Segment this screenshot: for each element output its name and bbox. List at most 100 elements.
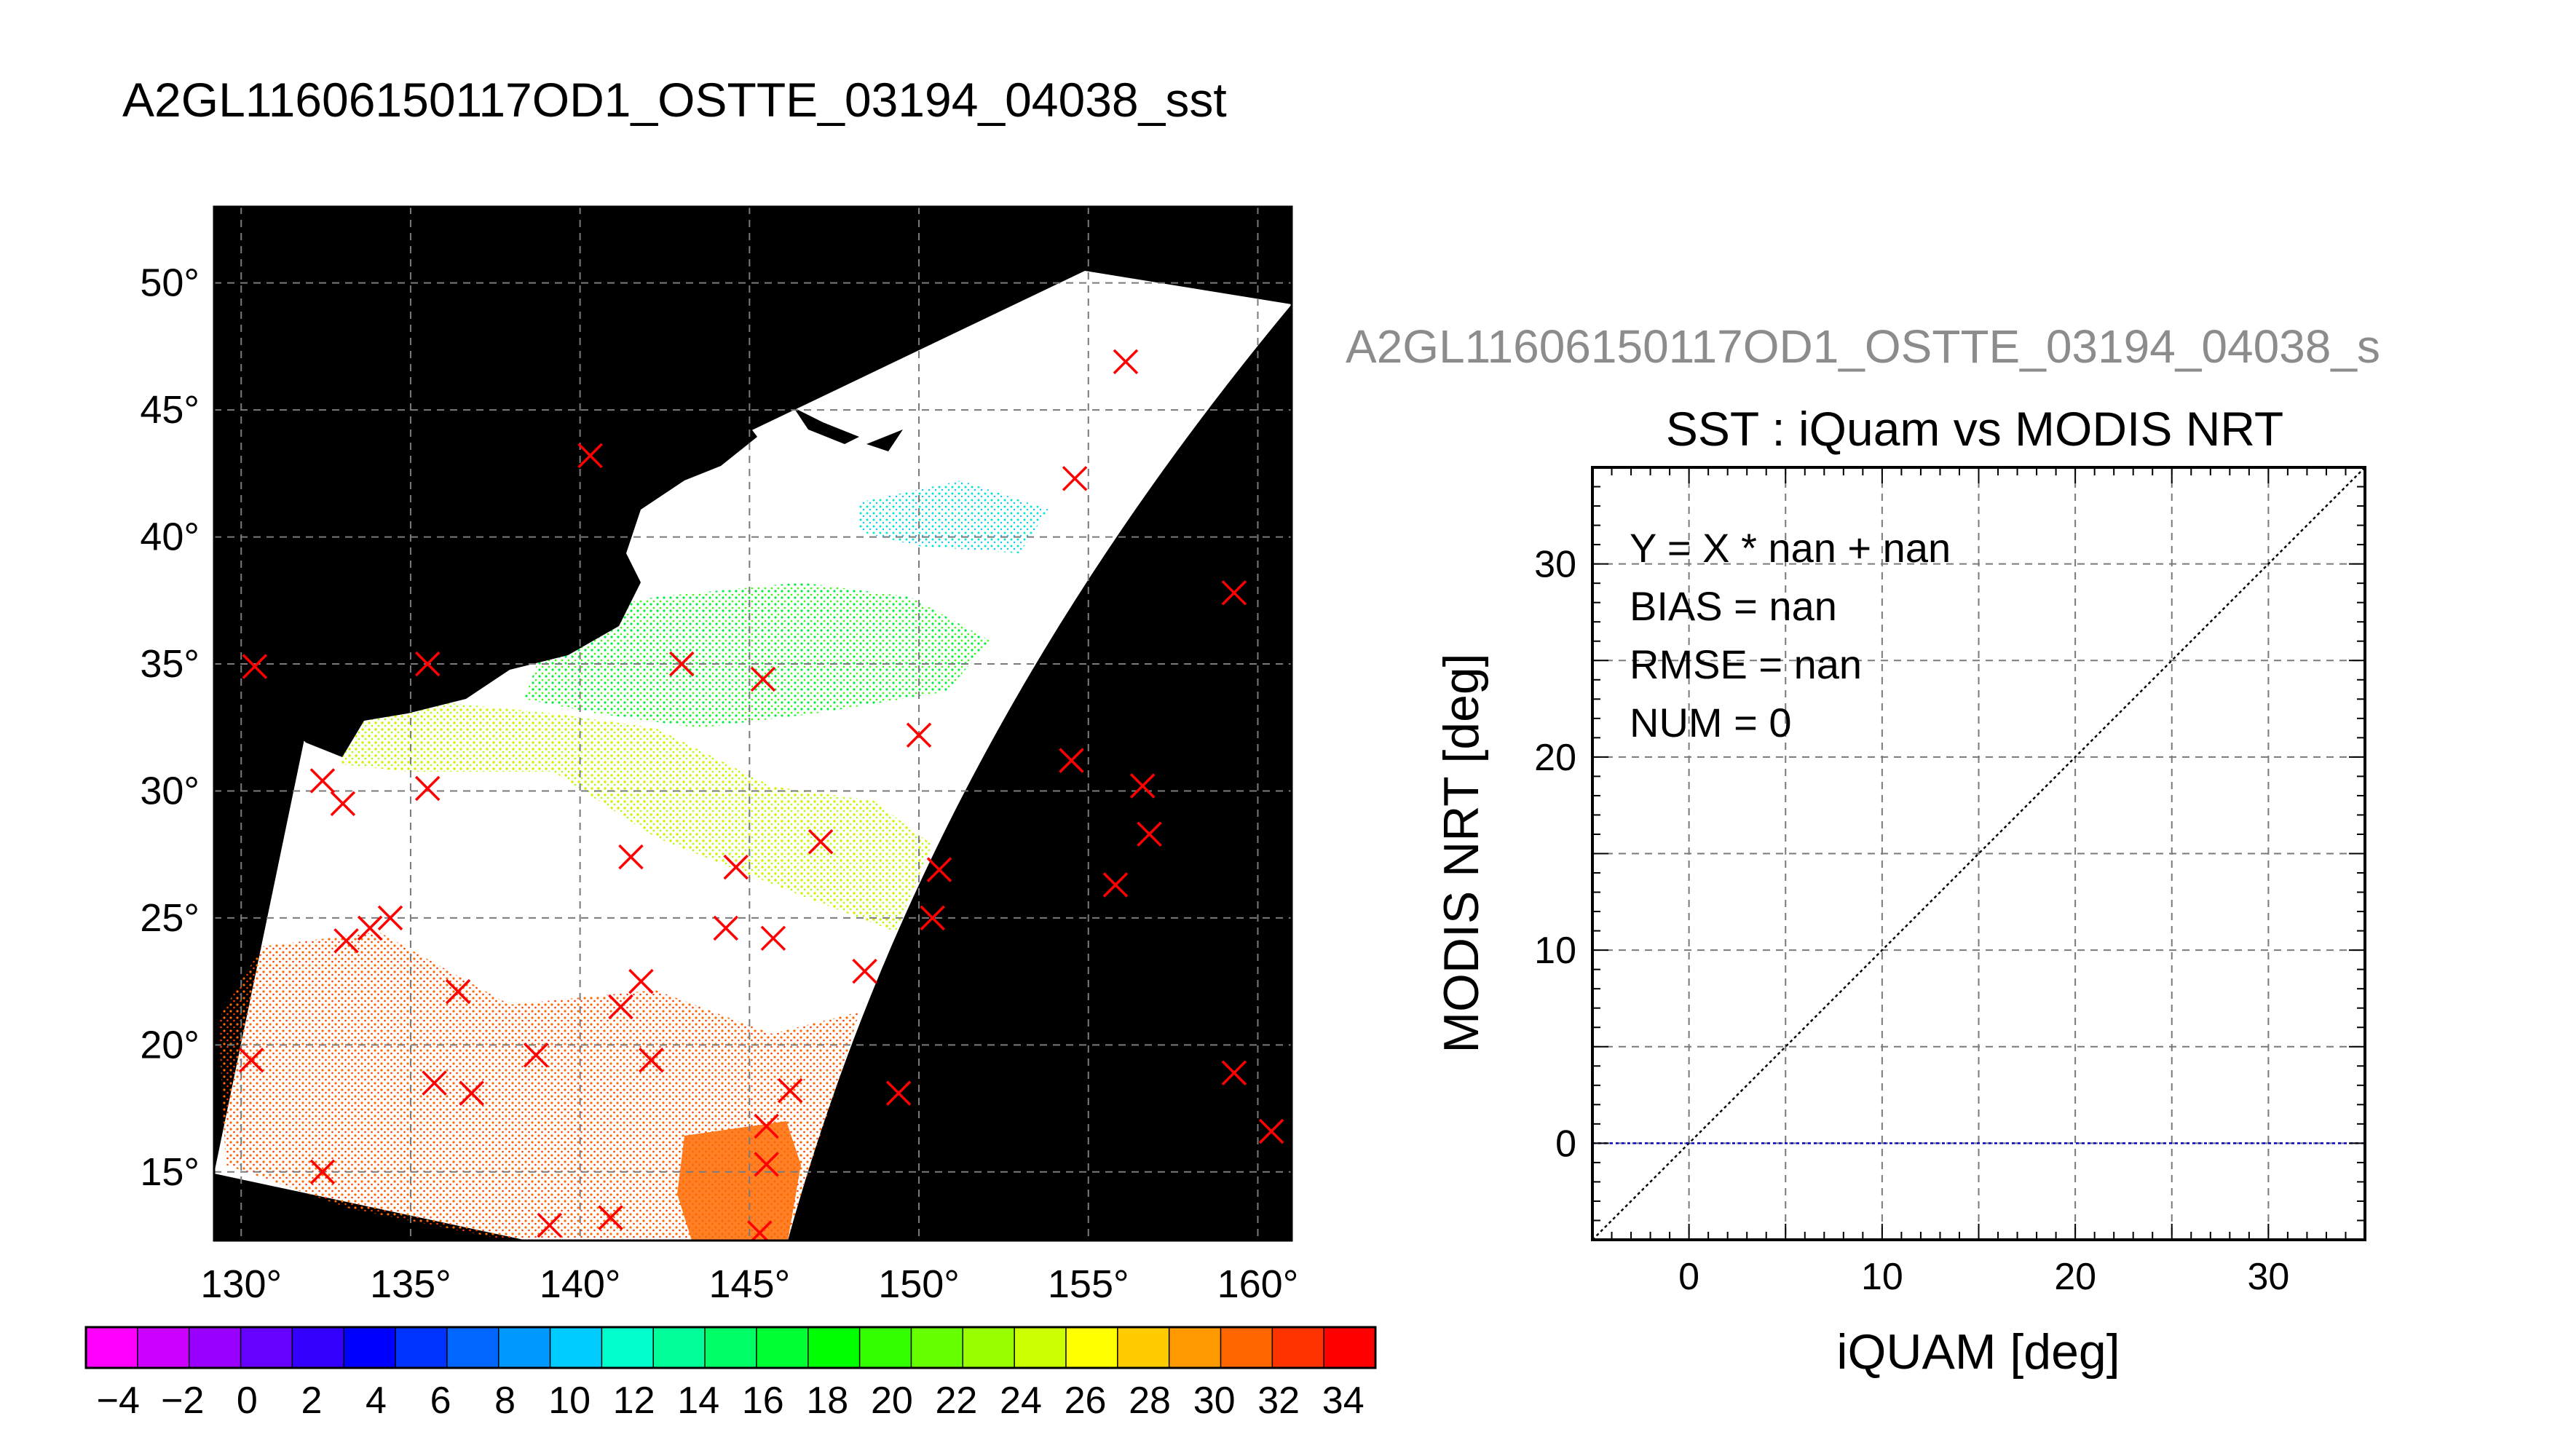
map-lat-label: 15° (140, 1150, 200, 1194)
iquam-marker (777, 1077, 803, 1104)
colorbar-tick-labels: −4 −2 0 2 4 6 8 10 12 14 16 18 20 22 24 26 28 30 32 34 (97, 1380, 1365, 1422)
iquam-marker (309, 768, 336, 794)
iquam-marker (754, 1152, 779, 1177)
colorbar-cell (343, 1326, 397, 1369)
iquam-marker (537, 1212, 562, 1238)
colorbar-cell (1014, 1326, 1067, 1369)
map-lat-label: 20° (140, 1023, 200, 1067)
scatter-title: SST : iQuam vs MODIS NRT (1666, 402, 2283, 456)
iquam-marker (422, 1070, 447, 1096)
colorbar-tick-label: 2 (301, 1380, 322, 1422)
iquam-marker (1059, 748, 1084, 773)
scatter-plot: 0 10 20 30 0 10 20 30 iQUAM [deg] MODIS NRT [d… (1434, 466, 2366, 1380)
map-lat-label: 30° (140, 769, 200, 812)
iquam-marker (1221, 1060, 1247, 1085)
iquam-marker (750, 666, 776, 692)
colorbar-cell (704, 1326, 758, 1369)
map-lat-label: 40° (140, 515, 200, 559)
colorbar-tick-label: 6 (430, 1380, 451, 1422)
map-lat-label: 45° (140, 388, 200, 432)
iquam-marker (1102, 872, 1129, 898)
stats-box: Y = X * nan + nan BIAS = nan RMSE = nan … (1630, 525, 1951, 745)
map-border (213, 205, 1293, 1242)
sst-region-yellow-band (335, 699, 932, 932)
iquam-marker (1221, 580, 1247, 606)
scatter-x-axis-label: iQUAM [deg] (1836, 1324, 2120, 1380)
colorbar-cell (652, 1326, 706, 1369)
colorbar-cells (85, 1326, 1377, 1369)
map-lon-label: 160° (1217, 1262, 1299, 1306)
colorbar-tick-label: 10 (548, 1380, 591, 1422)
map-lon-label: 135° (370, 1262, 451, 1306)
iquam-marker (639, 1048, 664, 1073)
scatter-x-tick-label: 20 (2054, 1256, 2096, 1298)
iquam-marker (414, 651, 441, 677)
colorbar-cell (601, 1326, 655, 1369)
colorbar-tick-label: 14 (677, 1380, 719, 1422)
iquam-marker (1113, 349, 1139, 375)
colorbar-tick-label: 24 (1000, 1380, 1042, 1422)
colorbar-cell (240, 1326, 293, 1369)
colorbar-tick-label: 28 (1129, 1380, 1171, 1422)
colorbar-tick-label: 34 (1322, 1380, 1365, 1422)
scatter-y-tick-label: 0 (1555, 1123, 1576, 1165)
colorbar-cell (446, 1326, 500, 1369)
colorbar-tick-label: 32 (1257, 1380, 1300, 1422)
colorbar-tick-label: −2 (161, 1380, 204, 1422)
colorbar-tick-label: 16 (742, 1380, 784, 1422)
sst-region-green-mid (524, 582, 990, 728)
colorbar-tick-label: 4 (366, 1380, 387, 1422)
iquam-marker (577, 443, 603, 469)
colorbar-tick-label: −4 (97, 1380, 140, 1422)
map-lat-labels: 15° 20° 25° 30° 35° 40° 45° 50° (140, 261, 200, 1194)
colorbar-cell (549, 1326, 603, 1369)
colorbar-cell (807, 1326, 861, 1369)
map-lon-labels: 130° 135° 140° 145° 150° 155° 160° (200, 1262, 1298, 1306)
colorbar-tick-label: 0 (237, 1380, 258, 1422)
iquam-marker (238, 1048, 264, 1073)
stat-num: NUM = 0 (1630, 700, 1792, 745)
colorbar-cell (395, 1326, 449, 1369)
colorbar-cell (1220, 1326, 1273, 1369)
colorbar-tick-label: 26 (1065, 1380, 1107, 1422)
scatter-minor-ticks (1592, 467, 2366, 1241)
colorbar-cell (85, 1326, 139, 1369)
scatter-y-axis-label: MODIS NRT [deg] (1434, 653, 1489, 1053)
colorbar-cell (1117, 1326, 1170, 1369)
iquam-marker (713, 915, 739, 941)
colorbar-tick-label: 18 (806, 1380, 848, 1422)
colorbar-tick-label: 8 (494, 1380, 516, 1422)
colorbar-tick-label: 12 (613, 1380, 655, 1422)
colorbar-cell (1065, 1326, 1119, 1369)
colorbar-tick-label: 22 (936, 1380, 978, 1422)
iquam-marker (333, 928, 359, 954)
scatter-x-tick-label: 30 (2247, 1256, 2289, 1298)
iquam-marker (377, 905, 403, 931)
colorbar-cell (497, 1326, 551, 1369)
stat-fit-equation: Y = X * nan + nan (1630, 525, 1951, 571)
scatter-y-tick-label: 20 (1534, 737, 1576, 779)
iquam-marker (754, 1113, 779, 1139)
iquam-marker (1137, 821, 1162, 847)
stat-bias: BIAS = nan (1630, 583, 1837, 629)
iquam-marker (459, 1080, 484, 1106)
colorbar-tick-label: 30 (1193, 1380, 1236, 1422)
sst-region-cyan (859, 480, 1049, 553)
scatter-x-tick-label: 10 (1861, 1256, 1903, 1298)
scatter-y-tick-label: 30 (1534, 544, 1576, 586)
colorbar-tick-label: 20 (871, 1380, 913, 1422)
scatter-grid (1592, 467, 2365, 1240)
map-lat-label: 35° (140, 642, 200, 686)
colorbar-cell (188, 1326, 242, 1369)
scatter-x-tick-labels: 0 10 20 30 (1678, 1256, 2289, 1298)
colorbar-cell (291, 1326, 345, 1369)
iquam-marker (723, 854, 749, 880)
iquam-marker (1258, 1118, 1284, 1144)
colorbar-border (84, 1326, 1377, 1369)
iquam-marker (330, 791, 356, 817)
iquam-marker (242, 654, 268, 679)
iquam-marker (669, 651, 695, 677)
iquam-marker (523, 1042, 549, 1068)
iquam-marker (628, 968, 654, 994)
sst-region-orange-core (677, 1121, 801, 1241)
